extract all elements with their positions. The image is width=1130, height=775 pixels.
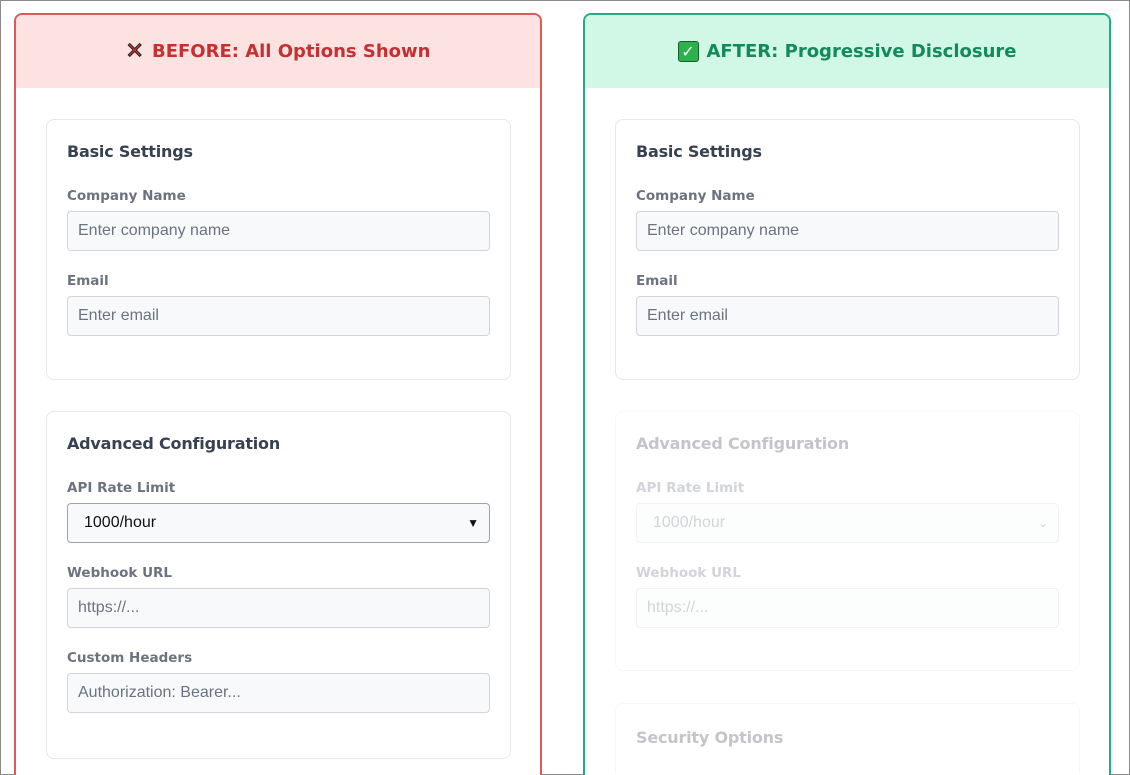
check-mark-icon: ✓ xyxy=(677,41,699,62)
section-heading: Advanced Configuration xyxy=(67,434,281,453)
section-heading: Advanced Configuration xyxy=(636,434,850,453)
security-options-card: Security Options xyxy=(615,703,1080,773)
email-label: Email xyxy=(67,273,109,289)
email-label: Email xyxy=(636,273,678,289)
custom-headers-label: Custom Headers xyxy=(67,650,193,666)
api-rate-limit-label: API Rate Limit xyxy=(636,480,745,496)
chevron-down-icon: ⌄ xyxy=(1037,516,1048,530)
section-heading: Security Options xyxy=(636,728,784,747)
company-name-input[interactable]: Enter company name xyxy=(636,211,1059,251)
cross-mark-icon: ✕ xyxy=(125,39,144,65)
webhook-url-input[interactable]: https://... xyxy=(67,588,490,628)
before-title: BEFORE: All Options Shown xyxy=(151,41,431,62)
company-name-label: Company Name xyxy=(67,188,186,204)
before-panel: ✕ BEFORE: All Options Shown Basic Settin… xyxy=(14,13,542,775)
email-input[interactable]: Enter email xyxy=(636,296,1059,336)
custom-headers-input[interactable]: Authorization: Bearer... xyxy=(67,673,490,713)
before-header: ✕ BEFORE: All Options Shown xyxy=(16,15,540,88)
after-header: ✓ AFTER: Progressive Disclosure xyxy=(585,15,1109,88)
company-name-label: Company Name xyxy=(636,188,755,204)
after-title: AFTER: Progressive Disclosure xyxy=(706,41,1017,62)
api-rate-limit-value: 1000/hour xyxy=(84,514,157,531)
advanced-configuration-card: Advanced Configuration API Rate Limit 10… xyxy=(615,411,1080,671)
api-rate-limit-select[interactable]: 1000/hour ▼ xyxy=(67,503,490,543)
chevron-down-icon: ▼ xyxy=(467,516,479,530)
basic-settings-card: Basic Settings Company Name Enter compan… xyxy=(46,119,511,380)
webhook-url-label: Webhook URL xyxy=(67,565,173,581)
email-input[interactable]: Enter email xyxy=(67,296,490,336)
section-heading: Basic Settings xyxy=(67,142,193,161)
basic-settings-card: Basic Settings Company Name Enter compan… xyxy=(615,119,1080,380)
after-panel: ✓ AFTER: Progressive Disclosure Basic Se… xyxy=(583,13,1111,775)
api-rate-limit-label: API Rate Limit xyxy=(67,480,176,496)
api-rate-limit-value: 1000/hour xyxy=(653,514,726,531)
api-rate-limit-select: 1000/hour ⌄ xyxy=(636,503,1059,543)
webhook-url-input: https://... xyxy=(636,588,1059,628)
company-name-input[interactable]: Enter company name xyxy=(67,211,490,251)
advanced-configuration-card: Advanced Configuration API Rate Limit 10… xyxy=(46,411,511,759)
section-heading: Basic Settings xyxy=(636,142,762,161)
webhook-url-label: Webhook URL xyxy=(636,565,742,581)
